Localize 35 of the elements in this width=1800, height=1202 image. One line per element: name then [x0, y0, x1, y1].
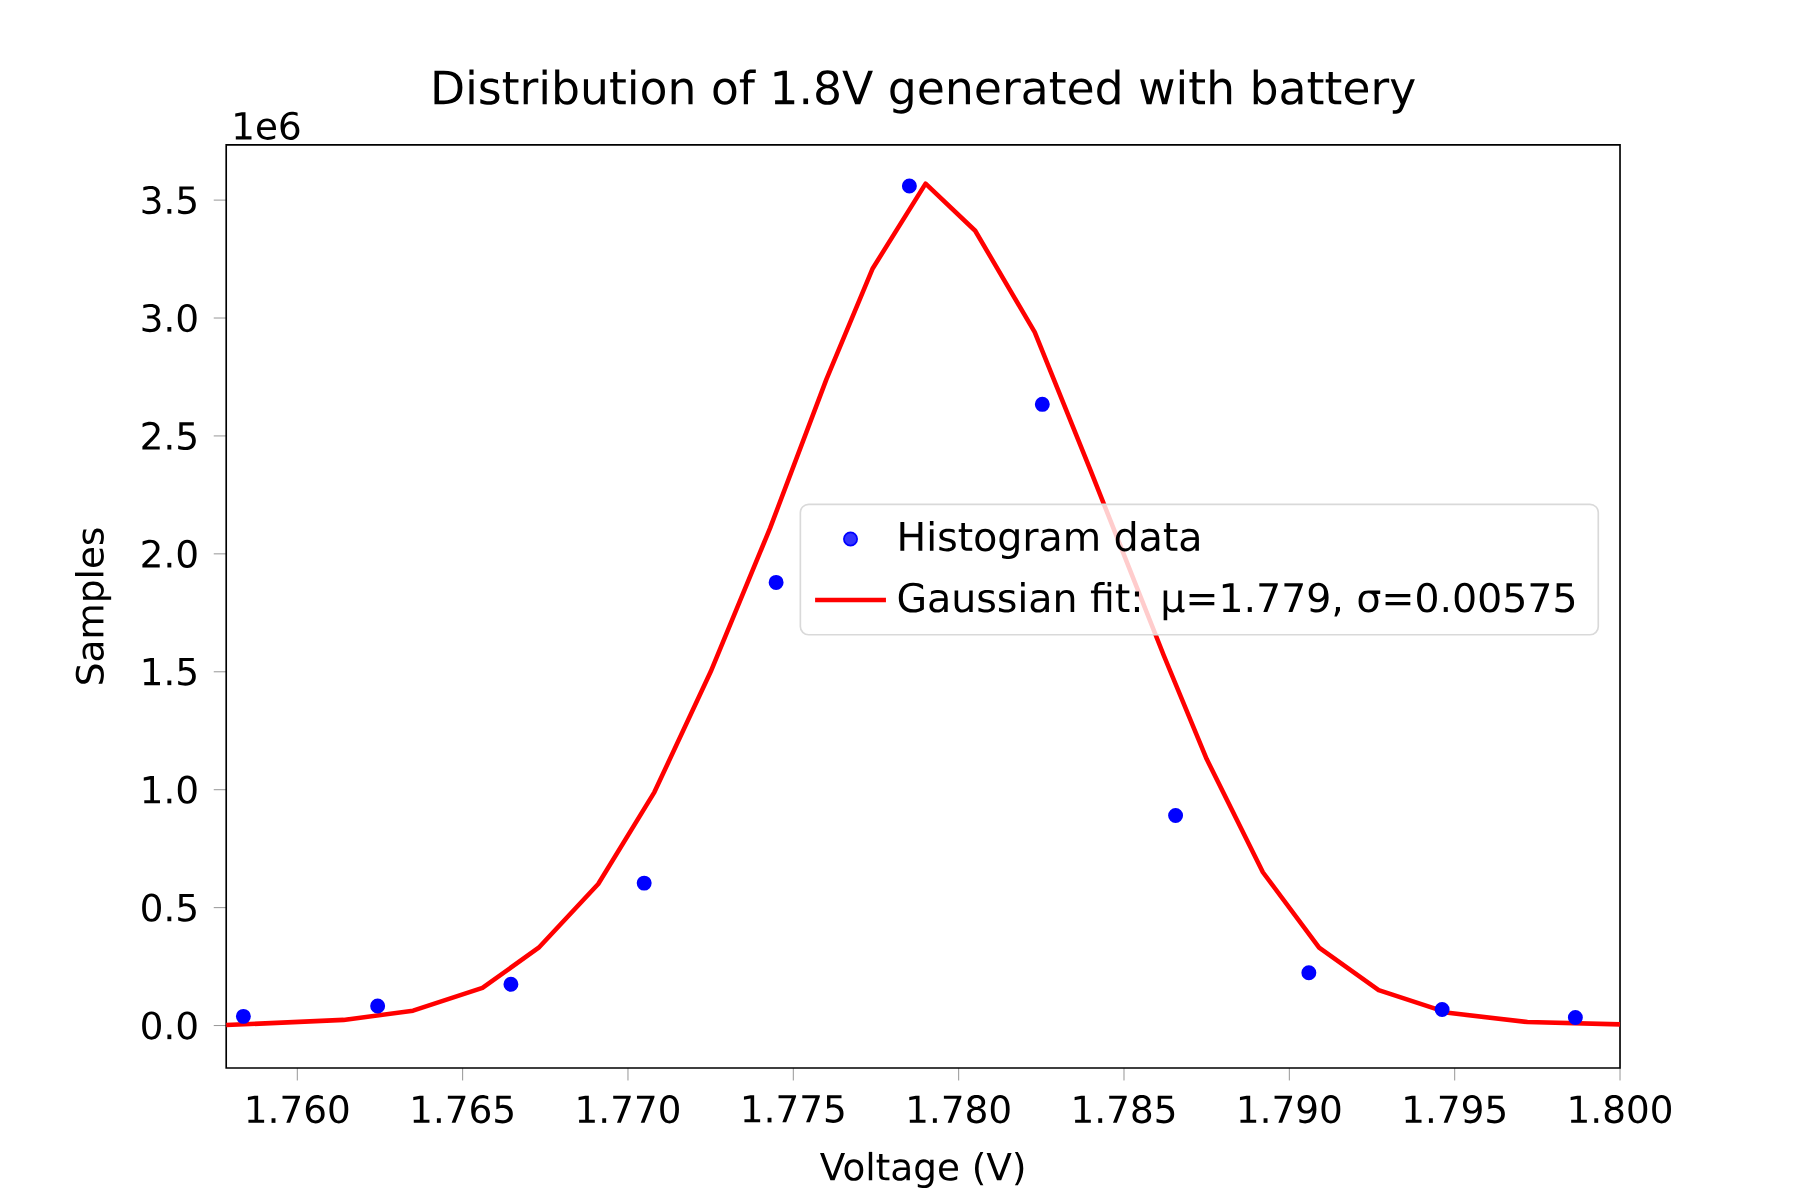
y-axis-title: Samples — [75, 528, 112, 684]
x-axis-title: Voltage (V) — [820, 1151, 1024, 1189]
x-tick-label: 1.800 — [1570, 1095, 1671, 1124]
x-tick-label: 1.795 — [1405, 1095, 1505, 1124]
point — [768, 575, 784, 590]
point — [1168, 808, 1184, 823]
point — [901, 178, 917, 194]
point — [1434, 1002, 1450, 1018]
y-tick-label: 0.0 — [142, 1011, 197, 1040]
point — [1567, 1010, 1583, 1026]
x-tick-label: 1.775 — [743, 1095, 844, 1123]
y-tick-label: 2.0 — [142, 539, 197, 569]
x-tick-label: 1.790 — [1239, 1095, 1341, 1124]
y-tick-label: 1.5 — [143, 657, 196, 686]
point — [235, 1008, 251, 1024]
y-tick-label: 3.0 — [142, 303, 197, 333]
point — [1034, 396, 1050, 412]
y-tick-label: 0.5 — [142, 893, 196, 922]
chart-title: Distribution of 1.8V generated with battery — [434, 69, 1415, 114]
point — [636, 875, 652, 891]
x-tick-label: 1.770 — [578, 1095, 679, 1124]
x-tick-label: 1.765 — [413, 1095, 513, 1124]
x-tick-label: 1.780 — [909, 1095, 1010, 1124]
y-tick-label: 2.5 — [142, 421, 196, 451]
point — [370, 998, 386, 1014]
point — [503, 976, 519, 992]
y-tick-label: 3.5 — [142, 186, 196, 215]
y-tick-label: 1.0 — [143, 775, 197, 804]
x-tick-label: 1.760 — [247, 1095, 349, 1124]
legend-label: Histogram data — [900, 520, 1199, 560]
point — [1301, 965, 1317, 981]
line-series — [223, 181, 1623, 1028]
legend-label: Gaussian fit: μ=1.779, σ=0.00575 — [898, 582, 1575, 621]
text: 1e6 — [235, 111, 300, 140]
x-tick-label: 1.785 — [1074, 1095, 1175, 1124]
